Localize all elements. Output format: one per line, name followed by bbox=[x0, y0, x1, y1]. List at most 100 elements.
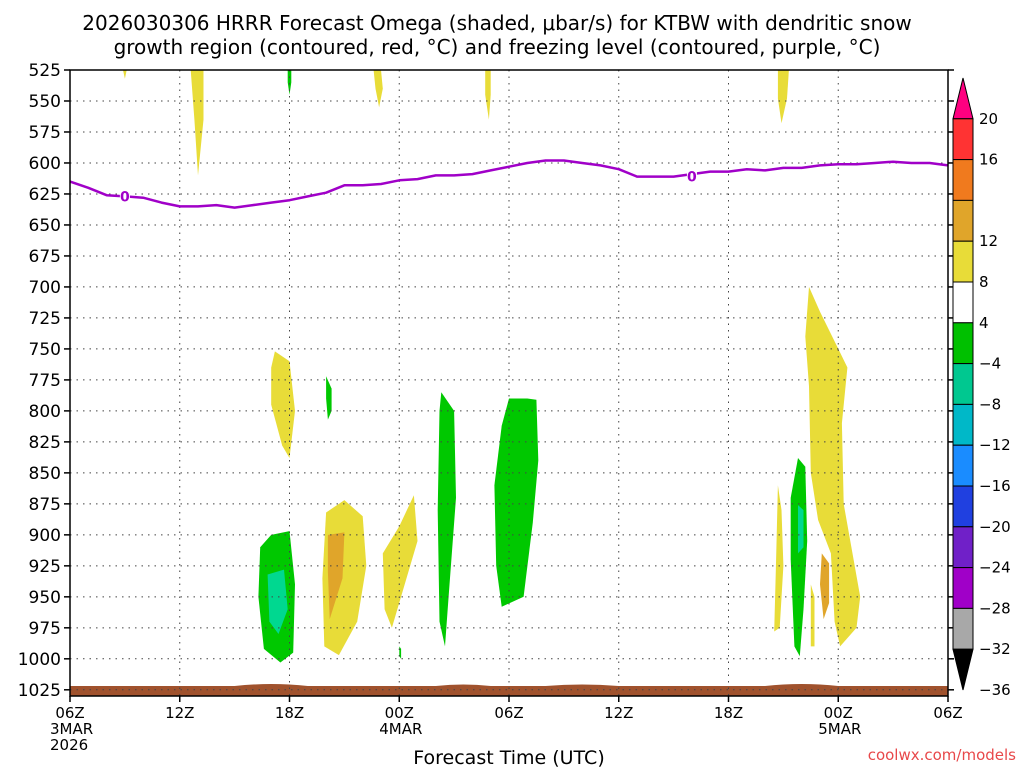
omega-area bbox=[777, 70, 789, 124]
omega-area bbox=[327, 532, 345, 620]
colorbar-label: 4 bbox=[979, 314, 989, 332]
colorbar-top-arrow bbox=[952, 77, 974, 120]
y-tick-label: 675 bbox=[29, 247, 61, 267]
colorbar-label: −28 bbox=[979, 599, 1011, 617]
omega-area bbox=[798, 505, 804, 554]
freezing-level-line bbox=[69, 159, 949, 209]
contour-label-bg bbox=[119, 189, 130, 204]
colorbar-bin bbox=[952, 240, 974, 283]
omega-area bbox=[485, 70, 491, 120]
colorbar-label: −20 bbox=[979, 518, 1011, 536]
omega-area bbox=[810, 584, 815, 647]
colorbar-bin bbox=[952, 607, 974, 650]
y-tick-label: 750 bbox=[29, 340, 61, 360]
omega-area bbox=[123, 70, 127, 79]
y-tick-label: 600 bbox=[29, 154, 61, 174]
y-tick-label: 800 bbox=[29, 402, 61, 422]
omega-area bbox=[820, 553, 830, 620]
x-tick-label: 18Z bbox=[275, 704, 304, 722]
colorbar-bin bbox=[952, 118, 974, 161]
omega-area bbox=[373, 70, 383, 108]
contour-label: 0 bbox=[120, 189, 130, 205]
omega-area bbox=[437, 392, 456, 647]
colorbar-bin bbox=[952, 159, 974, 201]
colorbar-label: 8 bbox=[979, 273, 989, 291]
colorbar-bin bbox=[952, 322, 974, 365]
ground-surface bbox=[70, 684, 948, 696]
colorbar-label: 12 bbox=[979, 232, 998, 250]
omega-area bbox=[805, 286, 861, 647]
omega-area bbox=[287, 70, 292, 95]
y-tick-label: 1000 bbox=[18, 650, 61, 670]
colorbar-bin bbox=[952, 567, 974, 609]
omega-area bbox=[271, 351, 295, 458]
omega-shading bbox=[123, 70, 861, 663]
x-tick-label: 00Z bbox=[824, 704, 853, 722]
ground-bump bbox=[234, 684, 308, 686]
colorbar-bin bbox=[952, 485, 974, 528]
gridlines bbox=[70, 70, 948, 696]
colorbar-bottom-arrow bbox=[952, 648, 974, 691]
title-line-1: 2026030306 HRRR Forecast Omega (shaded, … bbox=[82, 11, 911, 35]
y-tick-label: 650 bbox=[29, 216, 61, 236]
colorbar-label: 16 bbox=[979, 151, 998, 169]
x-tick-label: 4MAR bbox=[379, 720, 422, 738]
x-tick-label: 3MAR bbox=[50, 720, 93, 738]
ground-bump bbox=[435, 684, 491, 686]
omega-area bbox=[790, 458, 808, 657]
x-tick-label: 00Z bbox=[385, 704, 414, 722]
y-tick-label: 850 bbox=[29, 464, 61, 484]
y-axis: 525 550 575 600 625 650 675 700 725 750 775 800 825 8… bbox=[18, 61, 954, 701]
x-tick-label: 2026 bbox=[50, 736, 88, 754]
colorbar-label: −4 bbox=[979, 355, 1001, 373]
colorbar-label: 20 bbox=[979, 110, 998, 128]
colorbar-label: −8 bbox=[979, 395, 1001, 413]
ground-bump bbox=[765, 684, 839, 686]
y-tick-label: 925 bbox=[29, 557, 61, 577]
y-tick-label: 700 bbox=[29, 278, 61, 298]
y-tick-label: 975 bbox=[29, 619, 61, 639]
x-tick-label: 06Z bbox=[55, 704, 84, 722]
y-tick-label: 725 bbox=[29, 309, 61, 329]
x-tick-label: 06Z bbox=[933, 704, 962, 722]
title-line-2: growth region (contoured, red, °C) and f… bbox=[114, 35, 881, 59]
omega-area bbox=[326, 376, 332, 420]
x-tick-label: 18Z bbox=[714, 704, 743, 722]
colorbar-label: −24 bbox=[979, 559, 1011, 577]
y-tick-label: 775 bbox=[29, 371, 61, 391]
colorbar-bin bbox=[952, 363, 974, 405]
y-tick-label: 900 bbox=[29, 526, 61, 546]
colorbar-bin bbox=[952, 526, 974, 569]
y-tick-label: 625 bbox=[29, 185, 61, 205]
y-tick-label: 575 bbox=[29, 123, 61, 143]
y-tick-label: 525 bbox=[29, 61, 61, 81]
colorbar-label: −32 bbox=[979, 640, 1011, 658]
y-tick-label: 825 bbox=[29, 433, 61, 453]
colorbar-label: −36 bbox=[979, 681, 1011, 699]
y-tick-label: 950 bbox=[29, 588, 61, 608]
omega-area bbox=[267, 569, 288, 634]
y-tick-label: 1025 bbox=[18, 681, 61, 701]
y-tick-label: 550 bbox=[29, 92, 61, 112]
x-tick-label: 12Z bbox=[165, 704, 194, 722]
x-axis-label: Forecast Time (UTC) bbox=[413, 747, 604, 768]
freezing-level-contour: 00 bbox=[69, 159, 949, 209]
colorbar-bin bbox=[952, 199, 974, 242]
x-tick-label: 06Z bbox=[494, 704, 523, 722]
omega-area bbox=[190, 70, 204, 176]
ground-bump bbox=[545, 684, 619, 686]
omega-area bbox=[399, 646, 402, 659]
credit-link[interactable]: coolwx.com/models bbox=[868, 746, 1016, 764]
colorbar: 20 16 12 8 4 −4 −8 −12 −16 −20 −24 −28 −32 −36 bbox=[952, 77, 1011, 699]
colorbar-label: −12 bbox=[979, 436, 1011, 454]
omega-area bbox=[382, 495, 418, 628]
colorbar-bin bbox=[952, 444, 974, 487]
colorbar-bin bbox=[952, 281, 974, 324]
x-tick-label: 5MAR bbox=[818, 720, 861, 738]
contour-label-bg bbox=[686, 169, 697, 184]
contour-label: 0 bbox=[687, 170, 697, 186]
omega-area bbox=[774, 485, 784, 632]
colorbar-label: −16 bbox=[979, 477, 1011, 495]
